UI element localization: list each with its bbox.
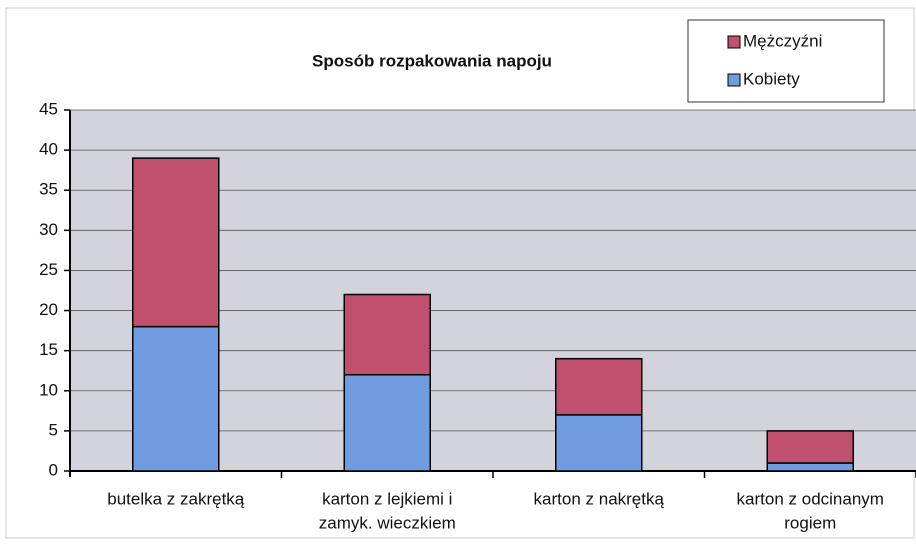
x-tick-label: karton z nakrętką (534, 489, 665, 508)
legend-swatch (727, 35, 741, 49)
x-tick-label: rogiem (784, 513, 836, 532)
legend-box (687, 19, 885, 103)
x-tick-label: karton z odcinanym (737, 489, 884, 508)
y-tick-label: 40 (39, 140, 58, 159)
x-tick-label: zamyk. wieczkiem (319, 513, 456, 532)
y-tick-label: 0 (49, 460, 58, 479)
x-tick-label: butelka z zakrętką (107, 489, 245, 508)
y-tick-label: 25 (39, 260, 58, 279)
y-tick-label: 10 (39, 380, 58, 399)
y-tick-label: 35 (39, 180, 58, 199)
bar-segment (555, 414, 643, 472)
chart-title: Sposób rozpakowania napoju (312, 51, 552, 70)
bar-segment (132, 157, 220, 328)
y-tick-label: 5 (49, 420, 58, 439)
y-tick-label: 45 (39, 99, 58, 118)
x-tick-label: karton z lejkiemi i (322, 489, 452, 508)
bar-segment (343, 293, 431, 376)
bar-segment (132, 325, 220, 472)
legend-label: Mężczyźni (743, 31, 822, 50)
bar-segment (766, 462, 854, 472)
bar-segment (766, 430, 854, 464)
y-tick-label: 15 (39, 340, 58, 359)
bar-segment (343, 373, 431, 472)
legend-label: Kobiety (743, 69, 800, 88)
y-tick-label: 20 (39, 300, 58, 319)
y-tick-label: 30 (39, 220, 58, 239)
legend-swatch (727, 73, 741, 87)
bar-segment (555, 357, 643, 416)
